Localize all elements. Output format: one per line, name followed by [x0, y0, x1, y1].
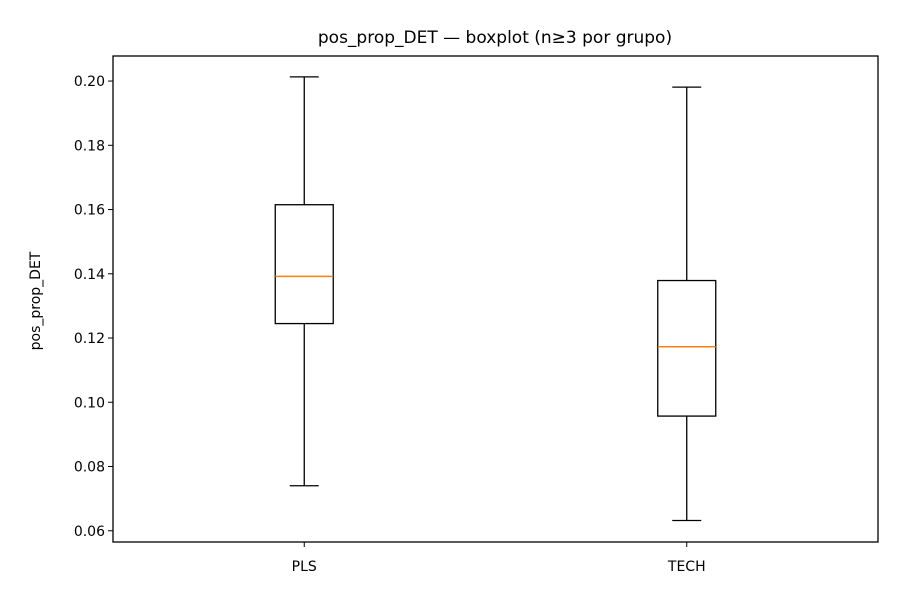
plot-area: 0.06 0.08 0.10 0.12 0.14 0.16 0.18 0.20 PLS TECH	[74, 74, 717, 575]
y-axis-label: pos_prop_DET	[28, 251, 44, 350]
x-tick-label: PLS	[292, 559, 317, 575]
box-pls	[274, 204, 334, 325]
chart-title: pos_prop_DET — boxplot (n≥3 por grupo)	[318, 28, 672, 48]
box-tech	[657, 279, 717, 417]
y-tick-label: 0.16	[74, 203, 105, 219]
x-tick-label: TECH	[667, 559, 706, 575]
y-tick-label: 0.10	[74, 395, 105, 411]
y-tick-label: 0.14	[74, 267, 105, 283]
y-tick-label: 0.12	[74, 331, 105, 347]
plot-frame	[112, 55, 879, 543]
y-tick-label: 0.18	[74, 138, 105, 154]
y-tick-label: 0.08	[74, 460, 105, 476]
y-tick-label: 0.06	[74, 524, 105, 540]
y-tick-label: 0.20	[74, 74, 105, 90]
